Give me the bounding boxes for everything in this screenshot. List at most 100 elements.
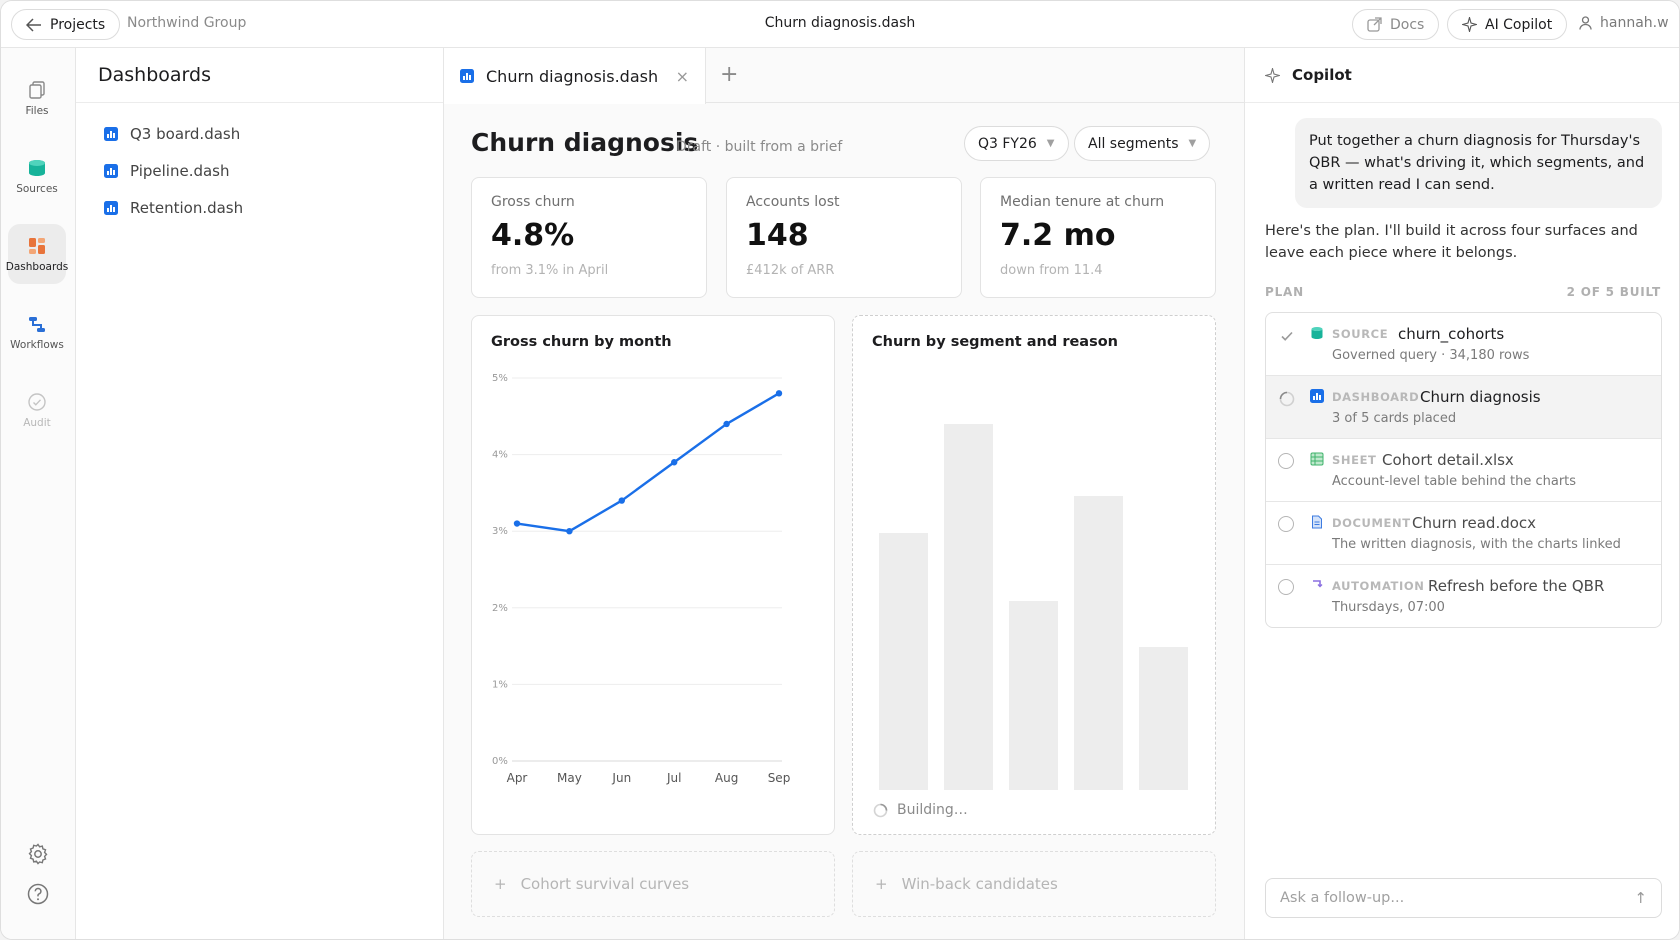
assistant-reply: Here's the plan. I'll build it across fo… — [1265, 223, 1638, 261]
settings-gear-icon[interactable] — [26, 842, 50, 866]
help-icon[interactable] — [26, 882, 50, 906]
step-kind: SOURCE — [1332, 327, 1389, 341]
line-chart-card[interactable]: Gross churn by month 0% 1% 2% 3% 4% 5% Apr May J… — [471, 315, 835, 835]
data-point — [723, 420, 730, 428]
dashboard-list-item[interactable]: Retention.dash — [104, 199, 243, 217]
spreadsheet-icon — [1310, 452, 1324, 466]
followup-input[interactable] — [1280, 890, 1635, 906]
add-tab-button[interactable]: + — [720, 62, 739, 87]
rail-item-sources[interactable]: Sources — [8, 146, 66, 206]
step-kind: SHEET — [1332, 453, 1377, 467]
tab-bar: Churn diagnosis.dash × + — [444, 48, 1244, 104]
chart-title: Gross churn by month — [491, 334, 672, 350]
dashboards-panel-title: Dashboards — [76, 48, 443, 103]
data-point — [566, 528, 573, 535]
period-value: Q3 FY26 — [978, 135, 1037, 152]
rail-item-files[interactable]: Files — [8, 68, 66, 128]
spinner-icon — [1279, 391, 1295, 407]
audit-check-icon — [28, 392, 46, 411]
pending-circle-icon — [1278, 579, 1296, 597]
rail-label: Dashboards — [5, 260, 69, 273]
step-name: Churn read.docx — [1412, 514, 1537, 532]
dashboard-list-item[interactable]: Q3 board.dash — [104, 125, 240, 143]
dashboards-panel: Dashboards Q3 board.dash Pipeline.dash R… — [76, 48, 444, 939]
x-tick-label: Jun — [611, 771, 631, 785]
plan-step-dashboard[interactable]: DASHBOARD Churn diagnosis 3 of 5 cards p… — [1266, 376, 1661, 439]
data-point — [513, 520, 521, 527]
kpi-label: Accounts lost — [746, 194, 840, 210]
dashboard-canvas: Churn diagnosis.dash × + Churn diagnosis… — [444, 48, 1244, 939]
docs-button[interactable]: Docs — [1352, 9, 1440, 40]
user-name: hannah.w — [1600, 15, 1669, 31]
database-icon — [29, 159, 45, 176]
kpi-card[interactable]: Median tenure at churn 7.2 mo down from … — [980, 177, 1216, 298]
plan-step-sheet[interactable]: SHEET Cohort detail.xlsx Account-level t… — [1266, 439, 1661, 502]
step-kind: DOCUMENT — [1332, 516, 1411, 530]
dashboard-list-label: Q3 board.dash — [130, 125, 241, 143]
rail-item-workflows[interactable]: Workflows — [8, 302, 66, 362]
back-to-projects-button[interactable]: Projects — [11, 9, 121, 40]
dashboard-list-label: Retention.dash — [130, 199, 244, 217]
plan-step-source[interactable]: SOURCE churn_cohorts Governed query · 34… — [1266, 313, 1661, 376]
step-desc: The written diagnosis, with the charts l… — [1332, 537, 1621, 552]
pending-circle-icon — [1278, 516, 1296, 534]
step-name: Refresh before the QBR — [1428, 577, 1605, 595]
org-breadcrumb[interactable]: Northwind Group — [127, 15, 247, 31]
user-menu[interactable]: hannah.w — [1579, 15, 1669, 31]
plan-step-document[interactable]: DOCUMENT Churn read.docx The written dia… — [1266, 502, 1661, 565]
sparkle-icon — [1462, 17, 1477, 32]
automation-icon — [1313, 580, 1323, 588]
dashboard-list-item[interactable]: Pipeline.dash — [104, 162, 230, 180]
dashboard-subtitle: Draft · built from a brief — [676, 139, 843, 155]
kpi-label: Gross churn — [491, 194, 575, 210]
rail-item-dashboards[interactable]: Dashboards — [5, 224, 69, 284]
plan-step-automation[interactable]: AUTOMATION Refresh before the QBR Thursd… — [1266, 565, 1661, 627]
rail-label: Sources — [16, 182, 58, 195]
step-desc: Governed query · 34,180 rows — [1332, 348, 1530, 363]
send-arrow-icon[interactable]: ↑ — [1634, 889, 1647, 907]
arrow-left-icon — [26, 17, 41, 32]
dashboard-icon — [29, 237, 45, 254]
x-tick-label: May — [557, 771, 582, 785]
kpi-card[interactable]: Accounts lost 148 £412k of ARR — [726, 177, 962, 298]
tab-churn-diagnosis[interactable]: Churn diagnosis.dash × — [444, 48, 706, 104]
dashboard-file-icon — [460, 69, 474, 83]
plan-list: SOURCE churn_cohorts Governed query · 34… — [1265, 312, 1662, 628]
kpi-card[interactable]: Gross churn 4.8% from 3.1% in April — [471, 177, 707, 298]
step-desc: Thursdays, 07:00 — [1332, 600, 1445, 615]
dashboard-file-icon — [104, 127, 118, 141]
bar-chart-card[interactable]: Churn by segment and reason Building… — [852, 315, 1216, 835]
skeleton-bar — [1139, 647, 1188, 790]
followup-box: ↑ — [1265, 878, 1662, 918]
x-tick-label: Jul — [666, 771, 681, 785]
chart-title: Churn by segment and reason — [872, 334, 1118, 350]
dashboard-list-label: Pipeline.dash — [130, 162, 230, 180]
data-point — [775, 390, 783, 397]
document-title: Churn diagnosis.dash — [764, 15, 916, 31]
kpi-value: 4.8% — [491, 218, 575, 253]
user-message: Put together a churn diagnosis for Thurs… — [1295, 118, 1662, 208]
x-tick-label: Aug — [715, 771, 738, 785]
external-link-icon — [1367, 17, 1382, 32]
placeholder-card[interactable]: + Cohort survival curves — [471, 851, 835, 917]
rail-item-audit[interactable]: Audit — [8, 380, 66, 440]
y-tick-label: 5% — [492, 373, 508, 384]
plus-icon: + — [875, 875, 888, 893]
workflow-icon — [29, 316, 45, 332]
data-point — [671, 459, 678, 466]
step-kind: AUTOMATION — [1332, 579, 1425, 593]
pending-circle-icon — [1278, 453, 1296, 471]
segment-filter[interactable]: All segments ▼ — [1074, 126, 1211, 161]
placeholder-card[interactable]: + Win-back candidates — [852, 851, 1216, 917]
kpi-value: 148 — [746, 218, 809, 253]
period-filter[interactable]: Q3 FY26 ▼ — [964, 126, 1069, 161]
user-icon — [1579, 16, 1592, 30]
kpi-note: from 3.1% in April — [491, 263, 609, 278]
ai-copilot-button[interactable]: AI Copilot — [1447, 9, 1568, 40]
y-tick-label: 1% — [492, 679, 508, 690]
building-status: Building… — [873, 802, 968, 818]
tab-close-icon[interactable]: × — [675, 66, 689, 86]
chevron-down-icon: ▼ — [1188, 138, 1197, 149]
kpi-note: £412k of ARR — [746, 263, 835, 278]
